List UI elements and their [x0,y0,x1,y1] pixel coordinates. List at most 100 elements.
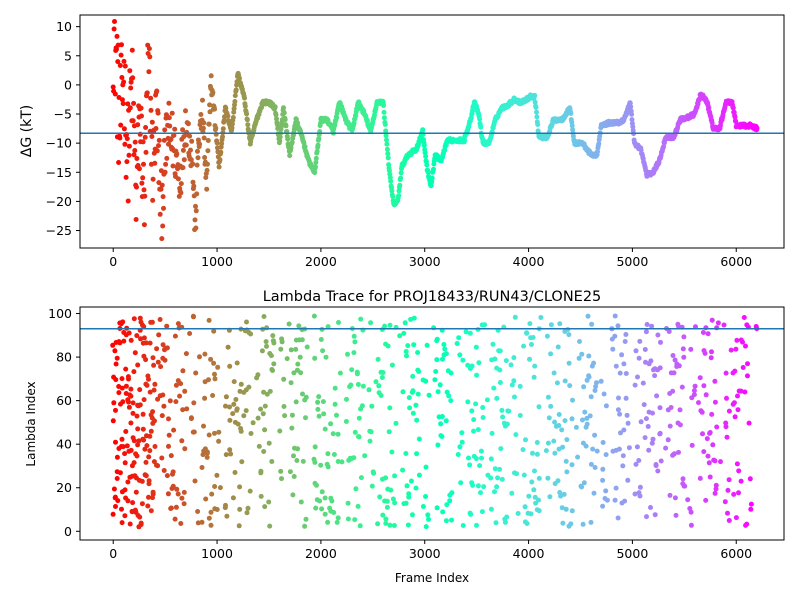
delta-g-point [190,179,196,185]
lambda-point [131,460,137,466]
lambda-point [331,452,337,457]
delta-g-point [144,90,150,96]
lambda-point [171,427,177,433]
lambda-point [217,485,223,491]
lambda-point [701,383,707,389]
delta-g-point [143,149,149,155]
lambda-point [227,447,233,453]
delta-g-point [126,152,132,158]
lambda-point [425,512,431,518]
lambda-point [278,346,284,352]
delta-g-point [131,152,137,158]
lambda-point [141,437,147,443]
lambda-point [224,513,230,519]
lambda-point [266,440,272,446]
lambda-point [322,495,328,501]
lambda-point [444,502,450,508]
lambda-point [125,479,131,485]
delta-g-point [128,85,134,91]
lambda-point [130,400,136,406]
lambda-point [356,434,361,440]
lambda-point [322,511,328,517]
delta-g-x-tick-label: 3000 [409,254,441,269]
lambda-point [179,438,185,444]
lambda-point [658,339,663,345]
delta-g-point [188,157,194,163]
delta-g-point [200,125,206,131]
delta-g-point [198,112,204,117]
lambda-point [725,487,731,493]
delta-g-point [175,176,181,182]
lambda-point [634,444,640,450]
delta-g-point [161,137,167,143]
lambda-point [255,372,261,378]
delta-g-point [191,183,197,189]
lambda-point [521,343,527,349]
lambda-point [203,496,209,502]
lambda-point [621,427,627,433]
lambda-point [144,443,150,449]
lambda-point [402,320,408,326]
delta-g-point [477,116,483,122]
lambda-point [554,380,560,386]
lambda-point [416,369,422,374]
lambda-point [161,403,167,409]
delta-g-point [159,182,165,188]
delta-g-point [190,161,196,167]
delta-g-point [162,127,168,133]
lambda-point [438,421,444,427]
lambda-point [522,504,528,510]
lambda-point [119,376,125,382]
lambda-point [666,329,672,334]
lambda-point [536,475,542,481]
lambda-point [212,430,217,436]
lambda-point [193,370,199,376]
delta-g-point [178,181,184,187]
lambda-point [380,512,386,518]
lambda-point [237,484,243,490]
delta-g-point [232,99,238,104]
lambda-point [588,394,594,400]
delta-g-point [131,100,137,106]
lambda-point [231,379,237,385]
delta-g-point [116,160,122,165]
lambda-point [579,484,585,490]
lambda-point [707,474,713,480]
lambda-point [692,383,698,389]
lambda-point [383,520,389,526]
lambda-point [648,358,654,364]
lambda-point [618,430,623,436]
lambda-point [712,490,718,496]
lambda-point [594,380,599,386]
lambda-point [175,321,181,327]
lambda-point [747,476,753,482]
delta-g-point [244,111,250,117]
delta-g-point [364,118,370,124]
delta-g-point [141,187,147,193]
lambda-point [724,395,729,401]
lambda-point [707,430,713,435]
delta-g-point [127,105,133,111]
lambda-point [148,508,154,514]
lambda-point [234,360,240,366]
delta-g-point [178,190,184,196]
lambda-point [206,515,212,521]
lambda-point [696,400,701,406]
delta-g-point [281,110,287,116]
lambda-point [345,351,350,357]
lambda-point [589,321,595,327]
lambda-point [243,408,249,414]
lambda-point [128,386,134,392]
lambda-point [400,389,406,395]
lambda-point [512,314,518,320]
delta-g-point [628,104,634,110]
lambda-point [123,429,129,434]
delta-g-point [114,46,119,52]
lambda-point [230,411,236,417]
lambda-point [110,418,116,424]
lambda-point [480,405,486,410]
lambda-point [223,452,229,458]
lambda-point [463,329,469,335]
lambda-point [210,393,216,398]
delta-g-point [629,117,635,123]
